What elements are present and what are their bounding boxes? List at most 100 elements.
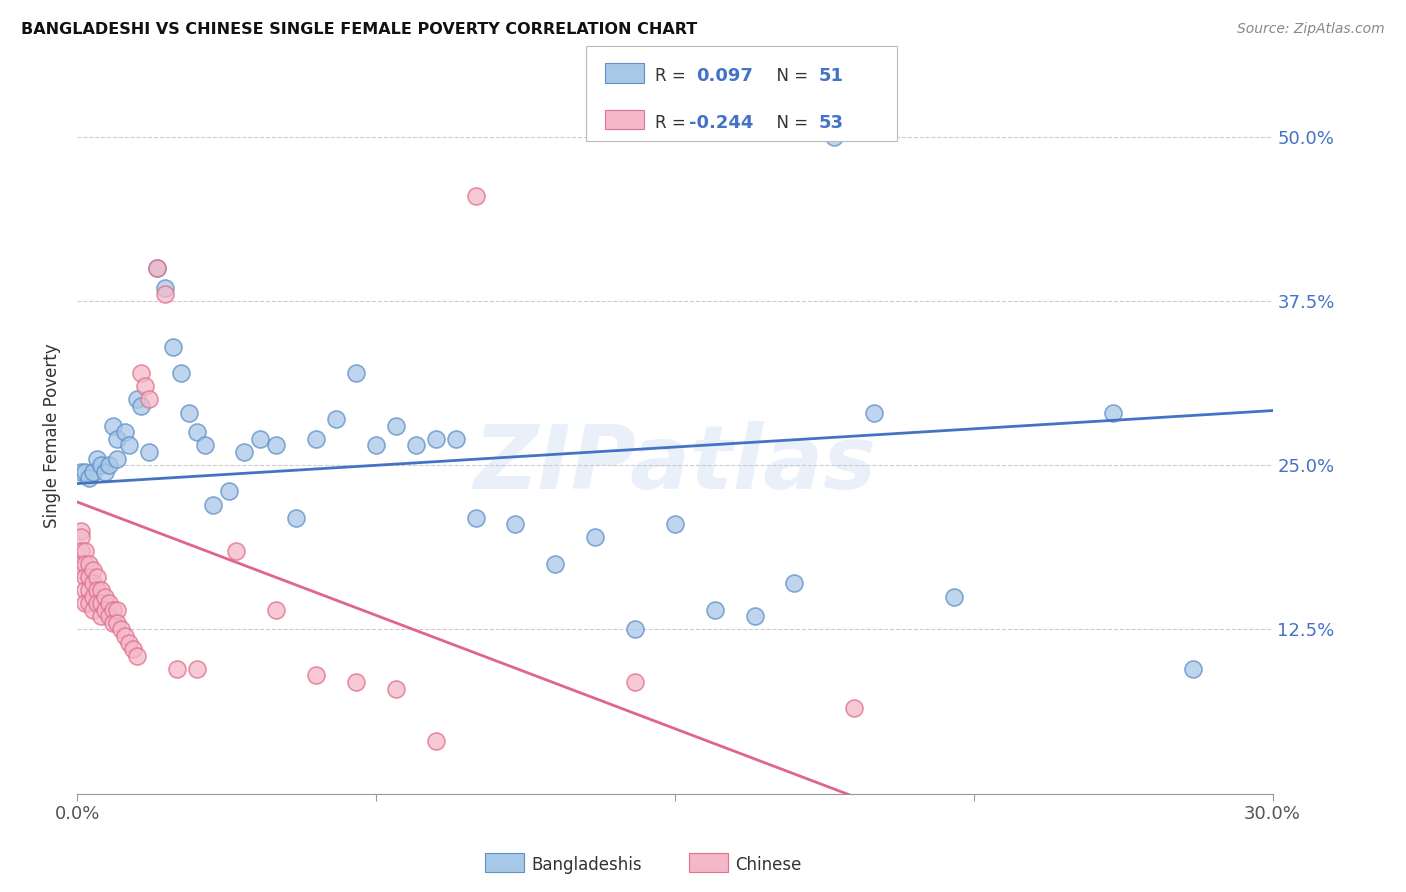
Point (624, 675, 647, 690)
Point (82, 576, 104, 591)
Point (70, 563, 93, 577)
Point (101, 603, 124, 617)
Point (664, 517, 686, 532)
Text: R =: R = (655, 114, 692, 132)
Point (94, 590, 117, 604)
Point (86, 596, 108, 610)
Point (325, 412, 347, 426)
Point (86, 582, 108, 597)
Point (162, 340, 184, 354)
Point (305, 432, 328, 446)
Text: Bangladeshis: Bangladeshis (531, 856, 643, 874)
Point (73, 557, 96, 571)
Point (170, 366, 193, 380)
Point (464, 188, 486, 202)
Point (101, 418, 124, 433)
Point (98, 609, 121, 624)
Point (305, 668, 328, 682)
Text: N =: N = (766, 114, 814, 132)
Point (86, 451, 108, 466)
Point (70, 557, 93, 571)
Point (425, 734, 447, 748)
Point (186, 425, 208, 440)
Point (194, 438, 217, 452)
Point (70, 524, 93, 538)
Point (249, 432, 271, 446)
Point (94, 465, 117, 479)
Point (425, 432, 447, 446)
Point (90, 596, 112, 610)
Point (225, 543, 247, 558)
Point (842, 701, 865, 715)
Text: 0.097: 0.097 (696, 67, 752, 85)
Point (129, 366, 152, 380)
Point (505, 517, 527, 532)
Point (77, 582, 100, 597)
Point (70, 530, 93, 544)
Point (110, 623, 132, 637)
Point (94, 603, 117, 617)
Point (783, 576, 806, 591)
Point (77, 557, 100, 571)
Point (114, 629, 136, 643)
Point (153, 287, 176, 301)
Point (82, 590, 104, 604)
Point (201, 498, 224, 512)
Point (385, 418, 408, 433)
Point (70, 543, 93, 558)
Point (90, 458, 112, 472)
Point (77, 471, 100, 485)
Point (73, 570, 96, 584)
Point (122, 642, 145, 657)
Point (266, 438, 288, 452)
Point (146, 260, 169, 275)
Point (105, 451, 128, 466)
Point (73, 543, 96, 558)
Point (544, 557, 567, 571)
Point (114, 425, 136, 440)
Point (73, 465, 96, 479)
Point (105, 615, 128, 630)
Point (186, 662, 208, 676)
Point (86, 570, 108, 584)
Text: 53: 53 (818, 114, 844, 132)
Point (70, 465, 93, 479)
Point (285, 510, 308, 524)
Point (77, 570, 100, 584)
Point (1181, 662, 1204, 676)
Point (218, 484, 240, 499)
Point (744, 609, 766, 624)
Point (146, 260, 169, 275)
Text: Chinese: Chinese (735, 856, 801, 874)
Point (153, 281, 176, 295)
Text: 51: 51 (818, 67, 844, 85)
Point (138, 392, 160, 407)
Point (344, 675, 367, 690)
Point (138, 445, 160, 459)
Point (166, 662, 188, 676)
Text: N =: N = (766, 67, 814, 85)
Text: Source: ZipAtlas.com: Source: ZipAtlas.com (1237, 22, 1385, 37)
Point (233, 445, 256, 459)
Y-axis label: Single Female Poverty: Single Female Poverty (44, 343, 60, 528)
Point (464, 510, 486, 524)
Point (118, 635, 141, 649)
Point (385, 681, 408, 696)
Point (364, 438, 387, 452)
Point (73, 582, 96, 597)
Point (105, 603, 128, 617)
Point (82, 563, 104, 577)
Point (583, 530, 606, 544)
Point (82, 603, 104, 617)
Point (118, 438, 141, 452)
Point (177, 406, 200, 420)
Point (125, 392, 148, 407)
Point (405, 438, 427, 452)
Point (942, 590, 965, 604)
Point (90, 582, 112, 597)
Point (77, 596, 100, 610)
Point (90, 609, 112, 624)
Point (1102, 406, 1125, 420)
Text: BANGLADESHI VS CHINESE SINGLE FEMALE POVERTY CORRELATION CHART: BANGLADESHI VS CHINESE SINGLE FEMALE POV… (21, 22, 697, 37)
Point (863, 406, 886, 420)
